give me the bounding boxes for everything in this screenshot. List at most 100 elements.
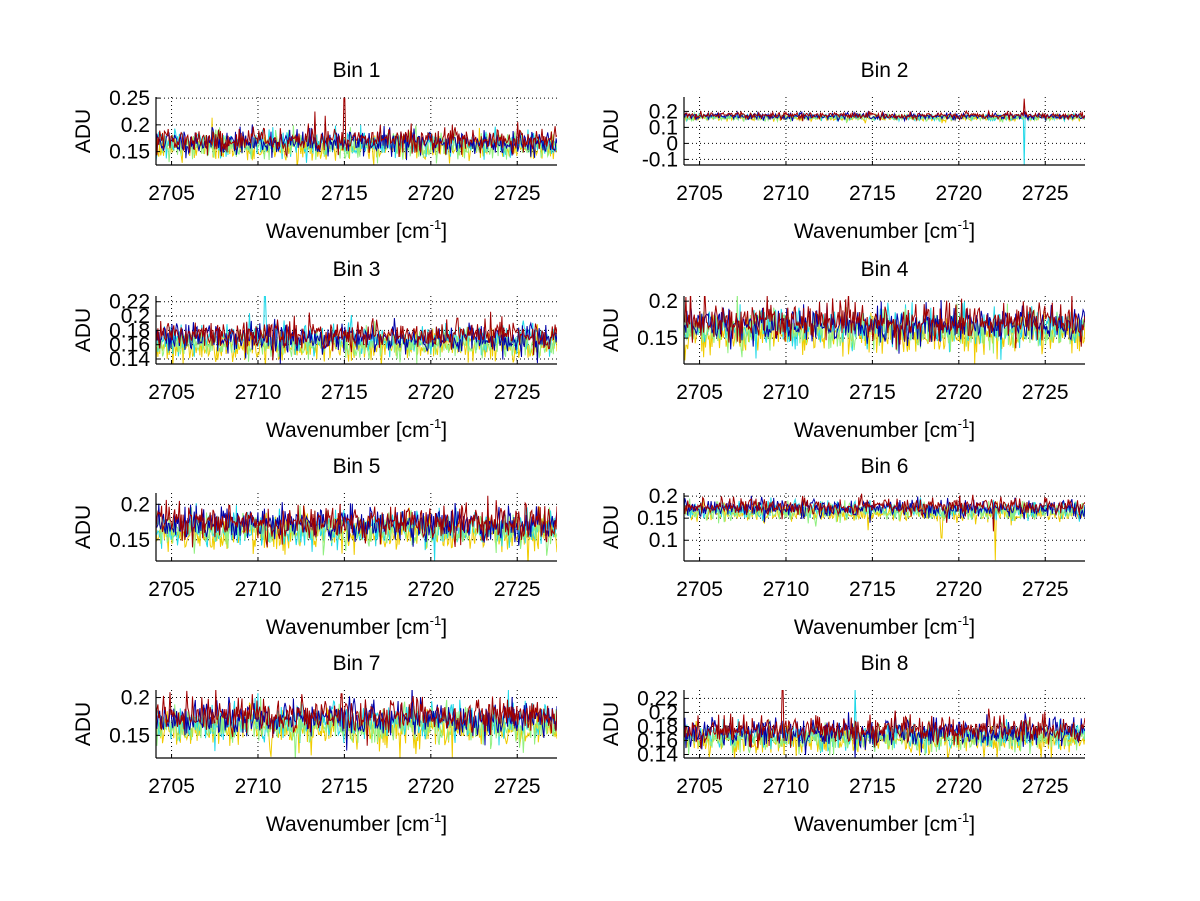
x-tick-label: 2720 — [407, 775, 454, 798]
axes-background — [684, 97, 1085, 165]
x-axis-label: Wavenumber [cm-1] — [794, 613, 975, 639]
series-line-3 — [156, 321, 557, 364]
subplot-title: Bin 7 — [333, 652, 381, 675]
y-axis-label: ADU — [600, 505, 623, 549]
series-line-4 — [684, 498, 1085, 561]
y-axis-label: ADU — [72, 109, 95, 153]
y-axis-label: ADU — [72, 505, 95, 549]
x-tick-label: 2710 — [235, 775, 282, 798]
x-tick-label: 2705 — [676, 182, 723, 205]
x-tick-label: 2720 — [935, 775, 982, 798]
series-group — [156, 495, 557, 561]
x-axis-label-text: Wavenumber [cm — [266, 813, 430, 836]
x-tick-label: 2715 — [849, 775, 896, 798]
x-axis-label: Wavenumber [cm-1] — [794, 217, 975, 243]
y-axis-label: ADU — [72, 702, 95, 746]
x-axis-label: Wavenumber [cm-1] — [794, 810, 975, 836]
x-axis-label-suffix: ] — [441, 813, 447, 836]
series-line-5 — [156, 97, 557, 158]
x-tick-label: 2710 — [235, 381, 282, 404]
y-tick-label: 0.2 — [121, 493, 150, 516]
x-tick-label: 2725 — [494, 578, 541, 601]
x-tick-label: 2710 — [235, 182, 282, 205]
y-tick-label: 0.22 — [637, 687, 678, 710]
x-axis-label-superscript: -1 — [430, 810, 442, 825]
y-tick-label: 0.2 — [121, 687, 150, 710]
x-axis-label-suffix: ] — [441, 419, 447, 442]
x-axis-label-text: Wavenumber [cm — [266, 419, 430, 442]
subplot-bin-4: 2705 2710 2715 2720 2725 0.15 0.2 Bin 4 Wavenumb… — [600, 258, 1085, 442]
subplot-title: Bin 3 — [333, 258, 381, 281]
x-tick-label: 2715 — [849, 578, 896, 601]
series-line-5 — [684, 493, 1085, 532]
y-tick-label: 0.14 — [109, 348, 150, 371]
y-tick-label: 0.15 — [109, 724, 150, 747]
subplot-title: Bin 8 — [861, 652, 909, 675]
x-tick-label: 2725 — [494, 775, 541, 798]
series-line-5 — [156, 311, 557, 361]
x-tick-label: 2715 — [849, 381, 896, 404]
x-tick-label: 2725 — [1022, 775, 1069, 798]
x-tick-label: 2725 — [1022, 182, 1069, 205]
series-group — [684, 296, 1085, 364]
y-tick-label: 0.1 — [649, 116, 678, 139]
series-group — [156, 690, 557, 758]
y-axis-label: ADU — [600, 109, 623, 153]
x-tick-label: 2705 — [148, 775, 195, 798]
x-tick-label: 2715 — [321, 578, 368, 601]
x-axis-label-text: Wavenumber [cm — [794, 419, 958, 442]
series-group — [684, 690, 1085, 758]
x-tick-label: 2705 — [676, 578, 723, 601]
x-tick-label: 2725 — [494, 182, 541, 205]
y-tick-label: 0.2 — [649, 290, 678, 313]
subplot-title: Bin 2 — [861, 59, 909, 82]
x-axis-label-text: Wavenumber [cm — [794, 220, 958, 243]
series-line-5 — [156, 495, 557, 548]
x-tick-label: 2705 — [148, 182, 195, 205]
y-tick-label: 0.15 — [637, 327, 678, 350]
series-line-5 — [684, 98, 1085, 122]
y-tick-label: 0.2 — [121, 114, 150, 137]
y-tick-label: 0.15 — [109, 141, 150, 164]
subplot-bin-2: 2705 2710 2715 2720 2725 -0.100.10.2 Bin 2 Wave… — [600, 59, 1085, 243]
x-axis-label-suffix: ] — [969, 616, 975, 639]
x-tick-label: 2710 — [763, 578, 810, 601]
x-axis-label-suffix: ] — [969, 220, 975, 243]
x-tick-label: 2705 — [676, 775, 723, 798]
x-tick-label: 2725 — [494, 381, 541, 404]
x-axis-label-superscript: -1 — [958, 613, 970, 628]
y-axis-label: ADU — [72, 308, 95, 352]
x-axis-label-superscript: -1 — [430, 217, 442, 232]
y-tick-label: 0.18 — [109, 319, 150, 342]
x-axis-label-suffix: ] — [969, 813, 975, 836]
x-tick-label: 2715 — [321, 381, 368, 404]
x-tick-label: 2710 — [235, 578, 282, 601]
x-tick-label: 2715 — [321, 182, 368, 205]
subplot-bin-3: 2705 2710 2715 2720 2725 0.140.160.180.20.22 B… — [72, 258, 557, 442]
x-tick-label: 2720 — [407, 578, 454, 601]
series-group — [156, 97, 557, 165]
x-axis-label-text: Wavenumber [cm — [266, 220, 430, 243]
subplot-title: Bin 4 — [861, 258, 909, 281]
series-line-3 — [684, 296, 1085, 358]
subplot-bin-1: 2705 2710 2715 2720 2725 0.15 0.2 0.25 Bin 1 Wave… — [72, 59, 557, 243]
subplot-bin-5: 2705 2710 2715 2720 2725 0.15 0.2 Bin 5 Wavenumb… — [72, 455, 557, 639]
y-tick-label: 0.18 — [637, 715, 678, 738]
y-axis-label: ADU — [600, 702, 623, 746]
y-tick-label: 0.16 — [109, 334, 150, 357]
y-tick-label: 0 — [666, 132, 678, 155]
x-axis-label-superscript: -1 — [958, 810, 970, 825]
x-axis-label: Wavenumber [cm-1] — [266, 217, 447, 243]
subplot-title: Bin 5 — [333, 455, 381, 478]
y-tick-label: 0.15 — [109, 529, 150, 552]
x-tick-label: 2720 — [935, 182, 982, 205]
x-tick-label: 2710 — [763, 182, 810, 205]
y-tick-label: 0.16 — [637, 729, 678, 752]
subplot-bin-8: 2705 2710 2715 2720 2725 0.140.160.180.20.22 B… — [600, 652, 1085, 836]
x-axis-label-suffix: ] — [441, 616, 447, 639]
x-axis-label-superscript: -1 — [958, 217, 970, 232]
series-line-3 — [684, 498, 1085, 527]
y-tick-label: 0.1 — [649, 529, 678, 552]
x-tick-label: 2710 — [763, 381, 810, 404]
